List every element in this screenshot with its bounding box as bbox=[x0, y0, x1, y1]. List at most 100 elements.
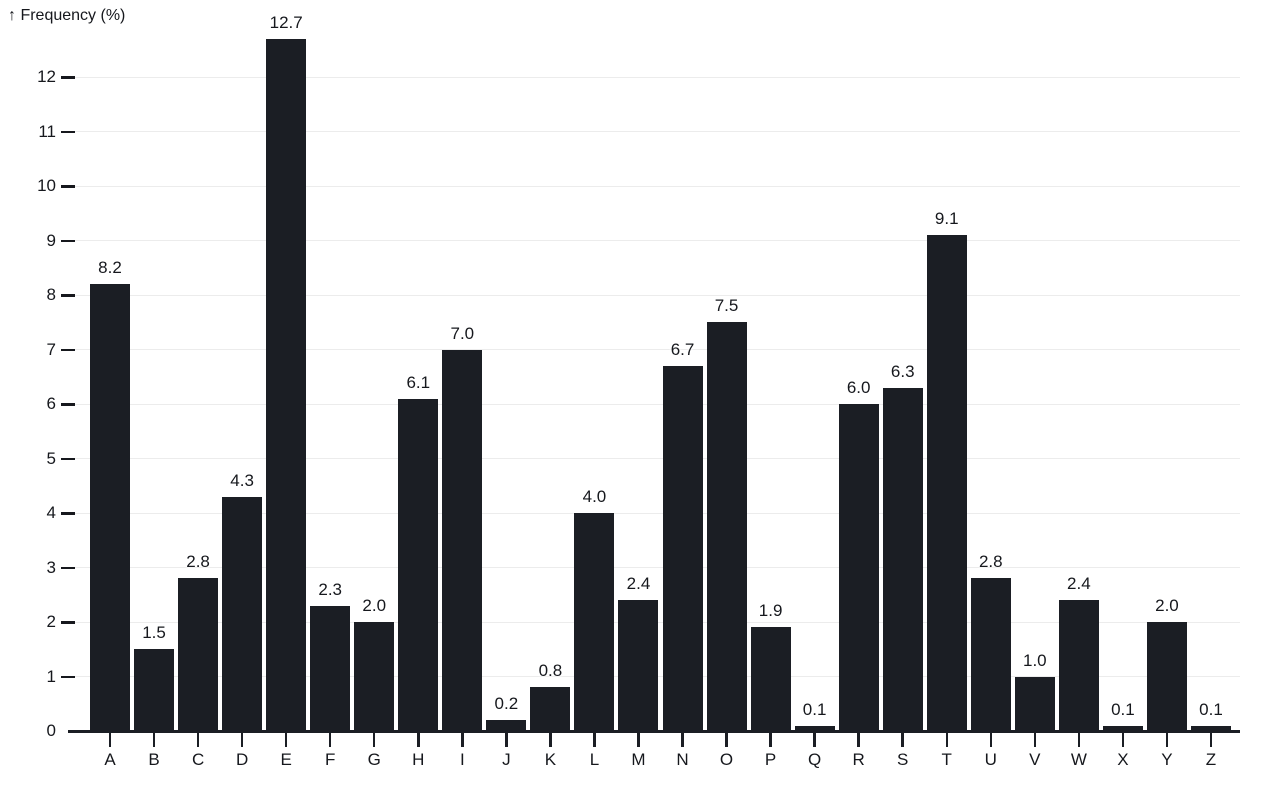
bar-c bbox=[178, 578, 219, 731]
x-tick-mark bbox=[725, 732, 728, 747]
y-tick-label: 11 bbox=[38, 121, 56, 141]
y-tick-dash bbox=[61, 403, 75, 406]
bar-value-label-t: 9.1 bbox=[934, 209, 959, 229]
x-tick-mark bbox=[505, 732, 508, 747]
gridline bbox=[68, 349, 1240, 350]
x-tick-mark bbox=[769, 732, 772, 747]
bar-value-label-l: 4.0 bbox=[582, 487, 607, 506]
y-tick-dash bbox=[61, 239, 75, 242]
x-tick-label-x: X bbox=[1117, 750, 1129, 769]
bar-value-label-u: 2.8 bbox=[978, 552, 1003, 572]
y-tick-label: 7 bbox=[46, 339, 56, 359]
x-tick-label-c: C bbox=[191, 750, 205, 769]
bar-u bbox=[970, 578, 1011, 731]
x-tick-label-k: K bbox=[544, 750, 557, 769]
y-tick-label: 10 bbox=[37, 176, 56, 195]
x-tick-label-e: E bbox=[280, 750, 292, 769]
x-tick-mark bbox=[152, 732, 156, 747]
bar-h bbox=[398, 398, 439, 731]
x-tick-mark bbox=[945, 732, 948, 747]
x-tick-label-l: L bbox=[589, 750, 600, 769]
bar-v bbox=[1014, 676, 1055, 731]
x-tick-mark bbox=[901, 732, 904, 747]
x-tick-mark bbox=[593, 732, 596, 747]
x-tick-mark bbox=[196, 732, 200, 747]
x-tick-mark bbox=[549, 732, 552, 747]
bar-b bbox=[134, 649, 175, 731]
x-tick-label-h: H bbox=[412, 750, 425, 769]
bar-value-label-k: 0.8 bbox=[538, 661, 563, 681]
x-tick-label-z: Z bbox=[1205, 750, 1217, 769]
x-tick-mark bbox=[328, 732, 332, 747]
bar-e bbox=[266, 38, 307, 731]
y-tick-dash bbox=[61, 130, 75, 133]
bar-value-label-m: 2.4 bbox=[626, 574, 651, 594]
y-tick-label: 2 bbox=[46, 612, 56, 631]
bar-o bbox=[706, 322, 747, 731]
y-tick-dash bbox=[61, 512, 75, 515]
bar-z bbox=[1191, 725, 1231, 731]
bar-value-label-o: 7.5 bbox=[714, 296, 739, 316]
bar-k bbox=[530, 687, 571, 731]
bar-p bbox=[750, 627, 791, 731]
gridline bbox=[68, 512, 1240, 514]
x-tick-label-y: Y bbox=[1161, 750, 1173, 769]
x-tick-mark bbox=[417, 732, 420, 747]
gridline bbox=[68, 240, 1240, 241]
x-tick-label-b: B bbox=[148, 750, 160, 769]
bar-n bbox=[662, 365, 703, 731]
bar-value-label-r: 6.0 bbox=[846, 378, 871, 397]
x-tick-label-f: F bbox=[324, 750, 336, 769]
x-tick-mark bbox=[108, 732, 112, 747]
x-tick-mark bbox=[372, 732, 376, 747]
bar-q bbox=[794, 725, 835, 731]
y-tick-dash bbox=[61, 621, 75, 624]
y-tick-dash bbox=[61, 566, 75, 569]
x-axis-line bbox=[68, 730, 1240, 733]
x-tick-label-w: W bbox=[1070, 750, 1087, 769]
y-tick-label: 6 bbox=[46, 394, 56, 413]
x-tick-label-u: U bbox=[984, 750, 997, 769]
y-tick-dash bbox=[61, 294, 75, 297]
y-tick-dash bbox=[61, 348, 75, 351]
gridline bbox=[68, 567, 1240, 568]
bar-a bbox=[90, 284, 130, 731]
x-tick-mark bbox=[284, 732, 288, 747]
x-tick-label-m: M bbox=[631, 750, 646, 769]
bar-y bbox=[1146, 622, 1187, 731]
bar-value-label-d: 4.3 bbox=[230, 470, 254, 490]
bar-value-label-y: 2.0 bbox=[1155, 596, 1179, 615]
x-tick-label-p: P bbox=[764, 750, 777, 769]
x-tick-mark bbox=[1165, 732, 1169, 747]
bar-value-label-q: 0.1 bbox=[802, 699, 827, 719]
y-axis-title: ↑ Frequency (%) bbox=[8, 7, 126, 24]
x-tick-mark bbox=[1033, 732, 1037, 747]
y-tick-label: 8 bbox=[46, 285, 56, 304]
bar-value-label-s: 6.3 bbox=[890, 361, 915, 381]
x-tick-mark bbox=[813, 732, 816, 747]
gridline bbox=[68, 403, 1240, 405]
x-tick-mark bbox=[989, 732, 993, 747]
y-tick-label: 5 bbox=[46, 448, 56, 468]
x-tick-label-n: N bbox=[676, 750, 689, 769]
gridline bbox=[68, 458, 1240, 459]
bar-m bbox=[618, 600, 659, 731]
x-tick-label-i: I bbox=[459, 750, 465, 769]
bar-value-label-f: 2.3 bbox=[318, 579, 342, 599]
bar-l bbox=[574, 513, 615, 731]
y-tick-label: 4 bbox=[46, 503, 56, 522]
gridline bbox=[68, 185, 1240, 187]
y-tick-dash bbox=[61, 675, 75, 678]
gridline bbox=[68, 131, 1240, 132]
x-tick-mark bbox=[637, 732, 640, 747]
bar-s bbox=[882, 387, 923, 731]
x-tick-label-j: J bbox=[502, 750, 511, 769]
bar-value-label-v: 1.0 bbox=[1023, 650, 1047, 670]
bar-g bbox=[354, 622, 395, 731]
bar-j bbox=[486, 720, 527, 731]
x-tick-label-r: R bbox=[852, 750, 865, 769]
x-tick-label-o: O bbox=[719, 750, 734, 769]
y-tick-label: 3 bbox=[46, 557, 56, 577]
x-tick-mark bbox=[1077, 732, 1081, 747]
bar-i bbox=[442, 349, 483, 731]
